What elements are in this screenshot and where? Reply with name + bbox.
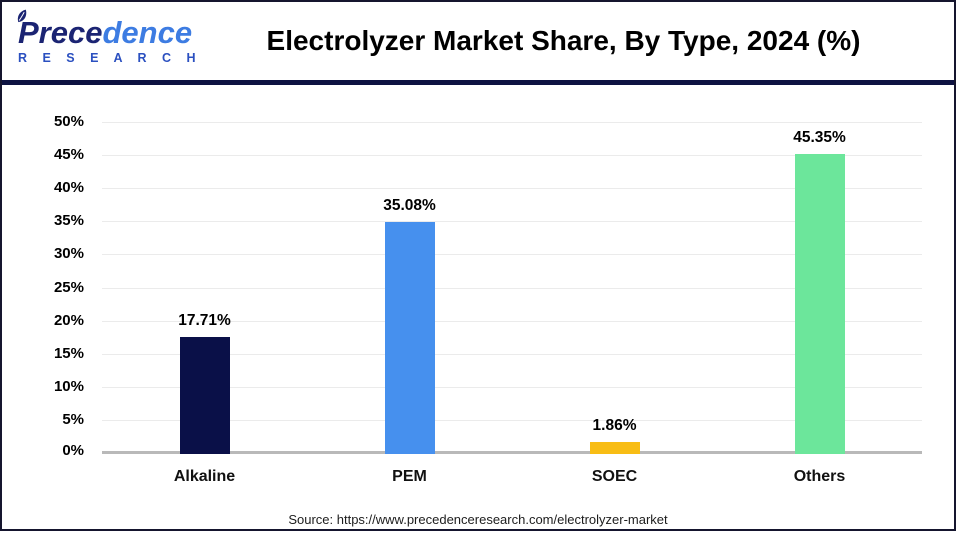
bar-soec: 1.86% [589, 417, 640, 454]
gridline: 15% [54, 345, 922, 362]
gridline: 45% [54, 146, 922, 163]
gridline: 40% [54, 179, 922, 196]
bar-value-label: 35.08% [383, 196, 436, 214]
logo-word-part1: Prece [18, 15, 103, 50]
gridline: 5% [62, 411, 922, 428]
chart-title: Electrolyzer Market Share, By Type, 2024… [266, 25, 861, 56]
gridline: 35% [54, 212, 922, 229]
category-row: Alkaline PEM SOEC Others [102, 468, 922, 486]
bar-column: 35.08% [307, 123, 512, 454]
y-tick-label: 40% [53, 179, 84, 197]
gridline: 50% [54, 113, 922, 130]
bar-value-label: 17.71% [178, 311, 231, 329]
logo-subtext: R E S E A R C H [18, 51, 202, 65]
y-tick-label: 5% [62, 410, 84, 428]
gridline: 25% [54, 279, 922, 296]
bars-row: 17.71% 35.08% 1.86% 45.35% [102, 123, 922, 454]
precedence-research-logo: Precedence R E S E A R C H [2, 9, 203, 65]
y-tick-label: 35% [53, 212, 84, 230]
y-tick-label: 15% [53, 344, 84, 362]
bar-column: 17.71% [102, 123, 307, 454]
bar-alkaline: 17.71% [178, 312, 231, 454]
y-tick-label: 50% [53, 113, 84, 130]
gridline: 10% [54, 378, 922, 395]
logo-wordmark: Precedence [17, 9, 203, 50]
y-tick-label: 45% [53, 146, 84, 164]
plot-area: 0% 5% 10% 15% 20% 25% 30% 35% 40% 45% 50% 17.71% 35.… [54, 113, 922, 459]
y-tick-label: 0% [62, 442, 84, 459]
x-category-label: SOEC [591, 468, 638, 485]
bar-column: 1.86% [512, 123, 717, 454]
bar-column: 45.35% [717, 123, 922, 454]
x-category-label: PEM [392, 468, 427, 485]
bar-value-label: 1.86% [592, 416, 637, 434]
bar-others: 45.35% [793, 129, 846, 454]
bar-pem: 35.08% [383, 197, 436, 454]
x-category-label: Alkaline [173, 468, 236, 485]
y-tick-label: 25% [53, 278, 84, 296]
y-tick-label: 10% [53, 377, 84, 395]
leaf-icon [17, 9, 27, 23]
gridline: 30% [54, 245, 922, 262]
y-tick-label: 20% [53, 311, 84, 329]
header: Precedence R E S E A R C H Electrolyzer … [2, 2, 954, 85]
gridline: 20% [54, 312, 922, 329]
x-category-label: Others [793, 468, 846, 485]
x-axis-line: 0% [62, 442, 922, 459]
chart-frame: Precedence R E S E A R C H Electrolyzer … [0, 0, 956, 531]
source-text: Source: https://www.precedenceresearch.c… [288, 512, 668, 527]
bar-value-label: 45.35% [793, 128, 846, 146]
logo-word-part2: dence [102, 15, 193, 50]
y-tick-label: 30% [53, 245, 84, 263]
